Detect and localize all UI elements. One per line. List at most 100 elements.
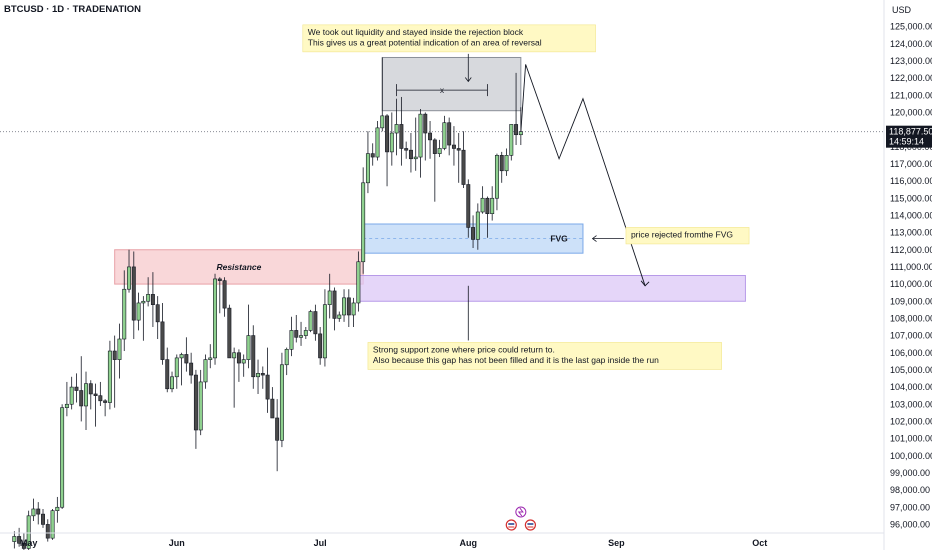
candle-down [79,390,84,407]
time-tick-label: Aug [460,538,478,548]
top-note-line: This gives us a great potential indicati… [308,37,542,47]
price-tick-label: 114,000.00 [890,210,932,220]
price-tick-label: 105,000.00 [890,365,932,375]
candle-down [428,132,433,141]
candle-down [217,278,222,281]
fvg-note-line: price rejected fromthe FVG [631,229,733,239]
candle-down [451,144,456,149]
candle-down [514,124,519,136]
candle-up [303,330,308,336]
candle-up [122,288,127,340]
candle-down [313,311,318,335]
candle-down [88,383,93,395]
candle-down [45,524,50,539]
candle-up [279,364,284,441]
candle-up [141,300,146,304]
support-note: Strong support zone where price could re… [367,342,722,370]
price-tick-label: 103,000.00 [890,399,932,409]
candle-up [117,338,122,360]
fvg-note: price rejected fromthe FVG [625,227,750,245]
price-tick-label: 117,000.00 [890,159,932,169]
candle-down [160,321,165,360]
candle-up [12,536,17,542]
price-tick-label: 111,000.00 [890,262,932,272]
candle-down [189,362,194,376]
candle-down [21,542,26,549]
candle-down [112,350,117,360]
candle-down [370,153,375,158]
resistance-zone[interactable] [114,249,364,285]
projection-path [520,64,646,286]
price-tick-label: 124,000.00 [890,39,932,49]
price-tick-label: 125,000.00 [890,22,932,32]
candle-up [413,156,418,160]
candle-down [466,184,471,228]
price-tick-label: 97,000.00 [890,502,930,512]
price-tick-label: 113,000.00 [890,228,932,238]
candle-down [275,417,280,441]
candle-down [332,290,337,319]
candle-up [504,155,509,172]
time-tick-label: Jul [314,538,327,548]
resistance-zone-label: Resistance [216,262,261,272]
zones-layer: Resistance FVG [114,56,746,302]
top-note: We took out liquidity and stayed inside … [302,24,596,53]
candle-down [432,139,437,154]
candle-up [241,359,246,364]
candle-down [103,400,108,403]
candle-up [375,127,380,158]
price-tick-label: 100,000.00 [890,451,932,461]
price-tick-label: 116,000.00 [890,176,932,186]
candle-up [442,122,447,149]
events-layer [505,506,537,531]
candle-down [150,294,155,305]
candle-up [256,373,261,378]
candle-up [136,302,141,321]
candle-down [17,536,22,544]
candle-down [184,354,189,364]
drawings-layer: x [396,53,650,341]
candle-down [404,148,409,151]
candle-up [55,506,60,511]
candle-up [284,349,289,366]
event-us-flag-icon[interactable] [524,519,537,531]
candle-down [36,508,41,515]
top-note-box [302,24,596,53]
rejection-zone[interactable] [381,56,522,112]
candle-up [146,294,151,302]
last-price-tag-bg [886,125,932,148]
price-tick-label: 112,000.00 [890,245,932,255]
candle-down [236,352,241,364]
candle-down [260,373,265,376]
price-tick-label: 123,000.00 [890,56,932,66]
candle-up [475,211,480,240]
fvg-note-box [625,227,750,245]
top-note-pointer-head [464,77,472,83]
candle-up [356,261,361,304]
price-tick-label: 106,000.00 [890,348,932,358]
candle-up [232,352,237,359]
time-tick-label: Jun [169,538,185,548]
candle-down [93,393,98,396]
candle-up [64,403,69,408]
candle-down [385,115,390,153]
candle-up [208,357,213,360]
candle-down [408,149,413,160]
candle-up [351,302,356,316]
candle-down [399,124,404,149]
price-tick-label: 109,000.00 [890,296,932,306]
candle-up [127,266,131,290]
fvg-note-pointer-head [591,235,597,242]
event-crypto-glyph [517,507,524,517]
price-tick-label: 102,000.00 [890,416,932,426]
candle-up [308,311,313,331]
candle-up [394,124,399,134]
candle-down [222,280,227,309]
price-tick-label: 99,000.00 [890,468,930,478]
event-us-flag-icon[interactable] [505,519,517,531]
candle-down [471,227,476,240]
last-price-value: 118,877.50 [889,127,932,137]
support-zone[interactable] [357,275,746,302]
